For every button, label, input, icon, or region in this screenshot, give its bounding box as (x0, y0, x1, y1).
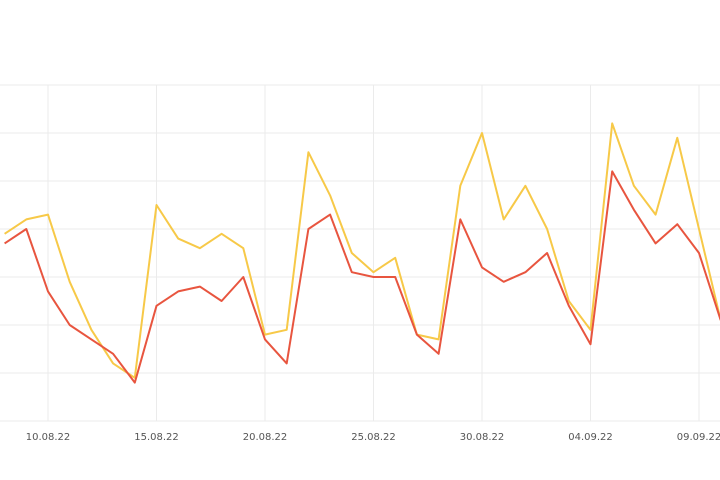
series-line (4, 170, 720, 384)
x-tick-label: 20.08.22 (243, 432, 288, 443)
x-tick-label: 04.09.22 (568, 432, 613, 443)
x-tick-label: 10.08.22 (26, 432, 71, 443)
x-tick-label: 09.09.22 (677, 432, 720, 443)
x-tick-label: 15.08.22 (134, 432, 179, 443)
series-line (4, 122, 720, 379)
x-tick-label: 30.08.22 (460, 432, 505, 443)
x-tick-label: 25.08.22 (351, 432, 396, 443)
